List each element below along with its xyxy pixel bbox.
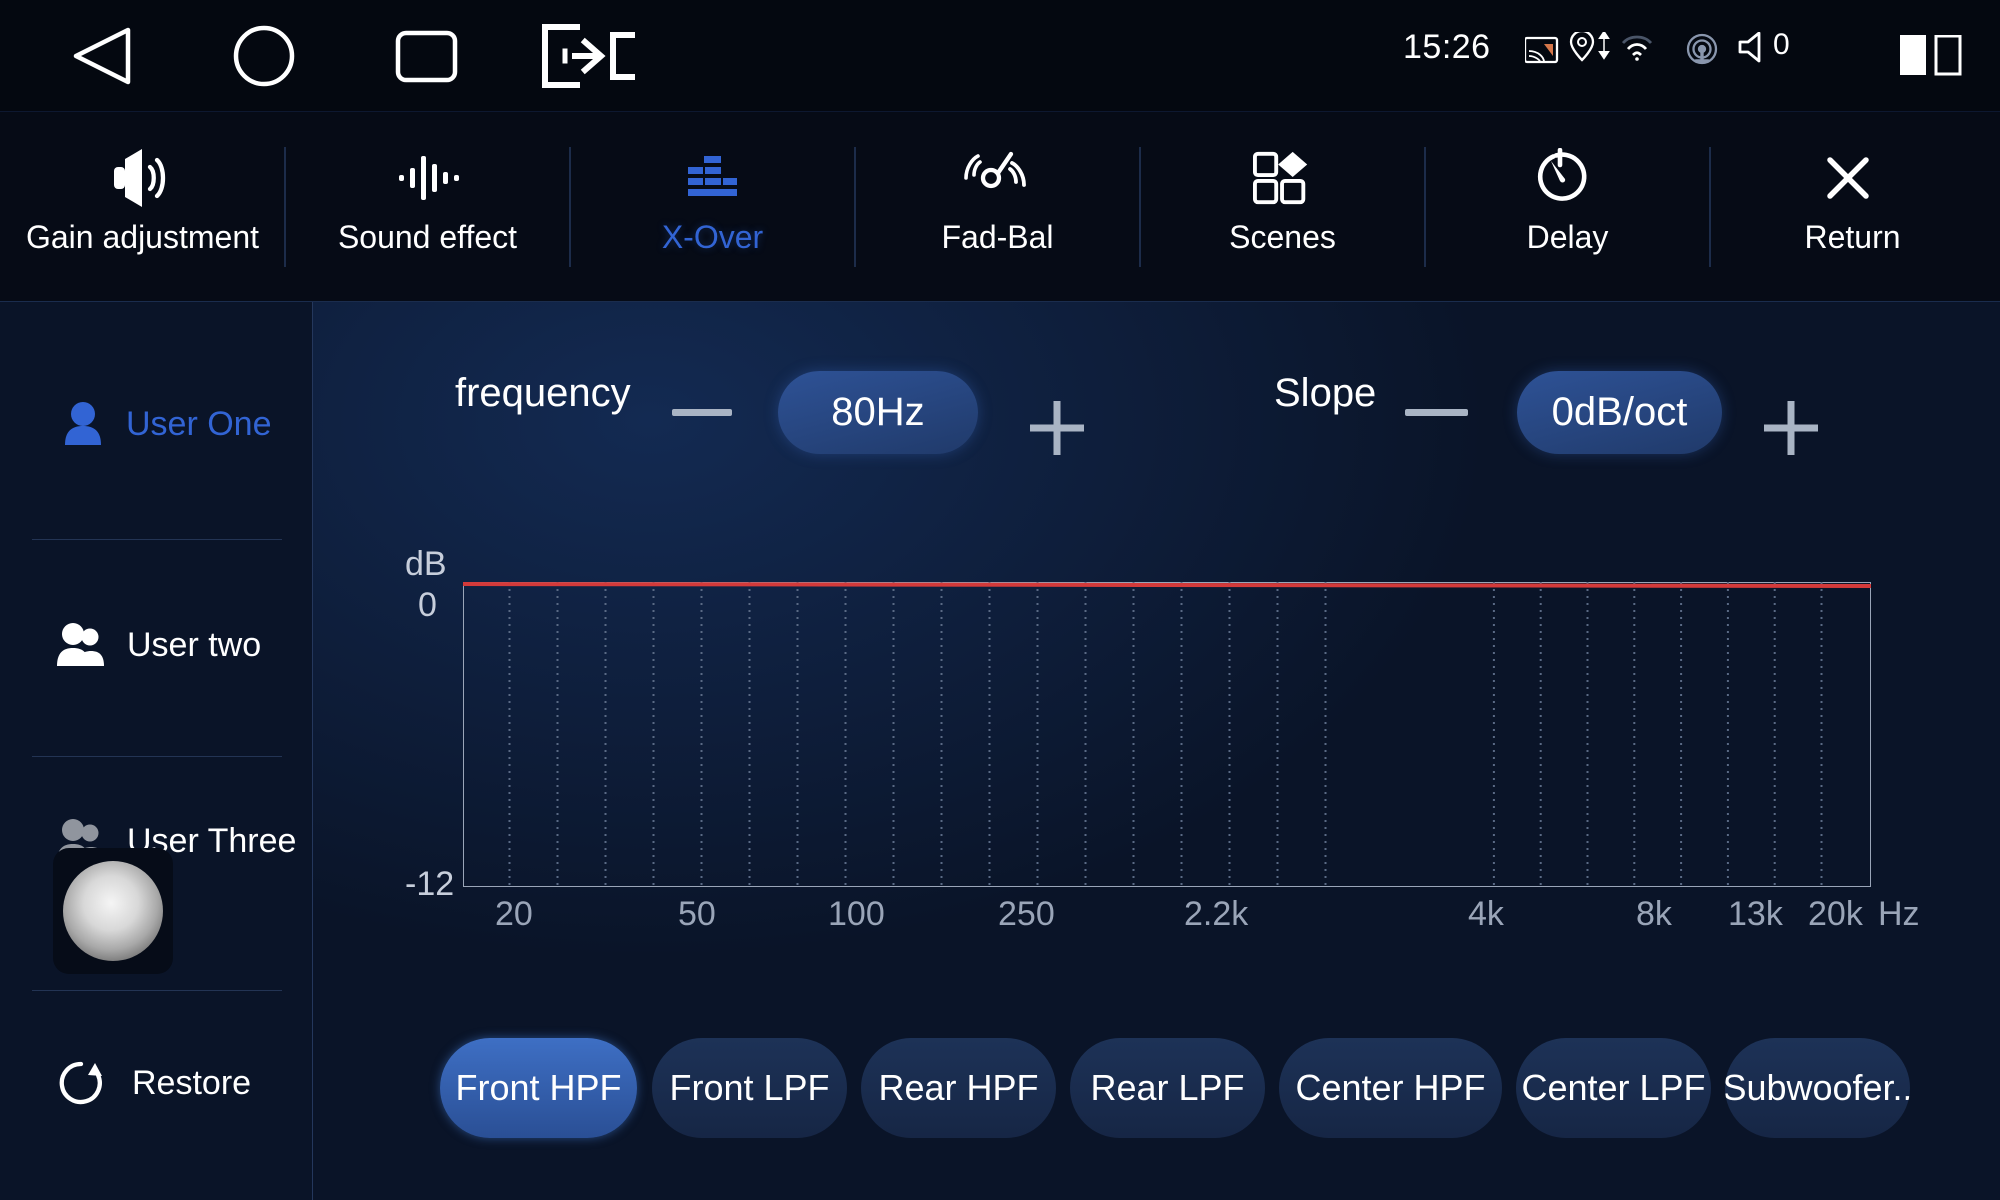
svg-text:0: 0 bbox=[1773, 32, 1790, 61]
